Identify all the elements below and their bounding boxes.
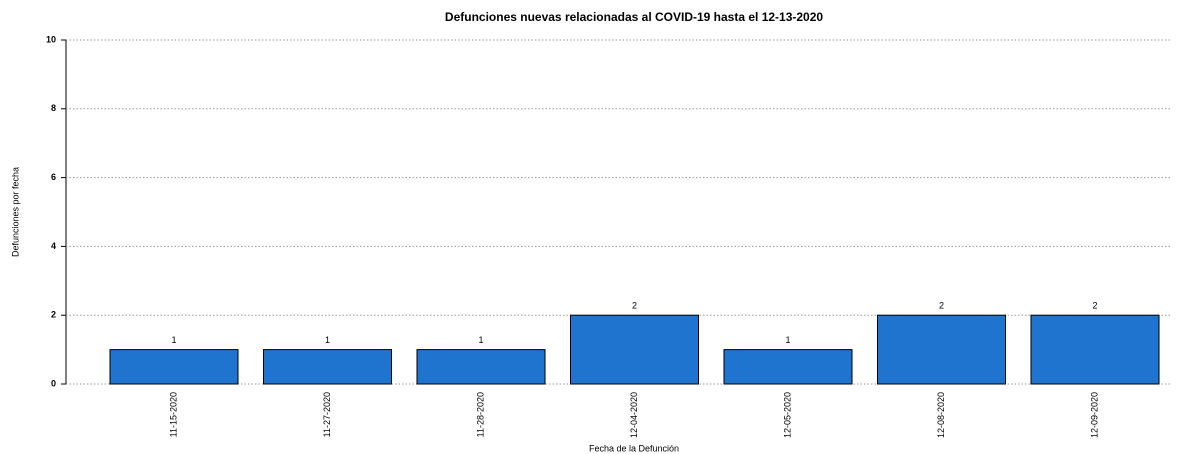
value-label: 1: [171, 335, 176, 345]
x-tick-label: 12-08-2020: [936, 392, 946, 438]
y-tick-label: 0: [51, 378, 56, 388]
value-label: 1: [478, 335, 483, 345]
x-tick-label: 12-05-2020: [782, 392, 792, 438]
x-tick-label: 11-27-2020: [322, 392, 332, 437]
y-tick-label: 4: [51, 241, 56, 251]
bar: [262, 349, 393, 385]
x-tick-label: 11-28-2020: [475, 392, 485, 437]
y-tick-label: 6: [51, 172, 56, 182]
bar: [569, 314, 700, 385]
x-tick-label: 11-15-2020: [168, 392, 178, 437]
value-label: 2: [632, 301, 637, 311]
y-axis-label: Defunciones por fecha: [10, 167, 20, 257]
bar: [876, 314, 1007, 385]
bar: [416, 349, 546, 385]
bar: [723, 349, 853, 385]
value-label: 2: [939, 301, 944, 311]
value-label: 1: [785, 335, 790, 345]
bar: [109, 349, 239, 385]
value-label: 2: [1092, 301, 1097, 311]
y-tick-label: 10: [46, 34, 56, 44]
bar: [1030, 314, 1160, 385]
y-tick-label: 2: [51, 310, 56, 320]
x-tick-label: 12-09-2020: [1089, 392, 1099, 438]
chart-title: Defunciones nuevas relacionadas al COVID…: [445, 10, 823, 24]
y-tick-label: 8: [51, 103, 56, 113]
x-axis-label: Fecha de la Defunción: [589, 443, 679, 453]
value-label: 1: [325, 335, 330, 345]
x-tick-label: 12-04-2020: [629, 392, 639, 438]
